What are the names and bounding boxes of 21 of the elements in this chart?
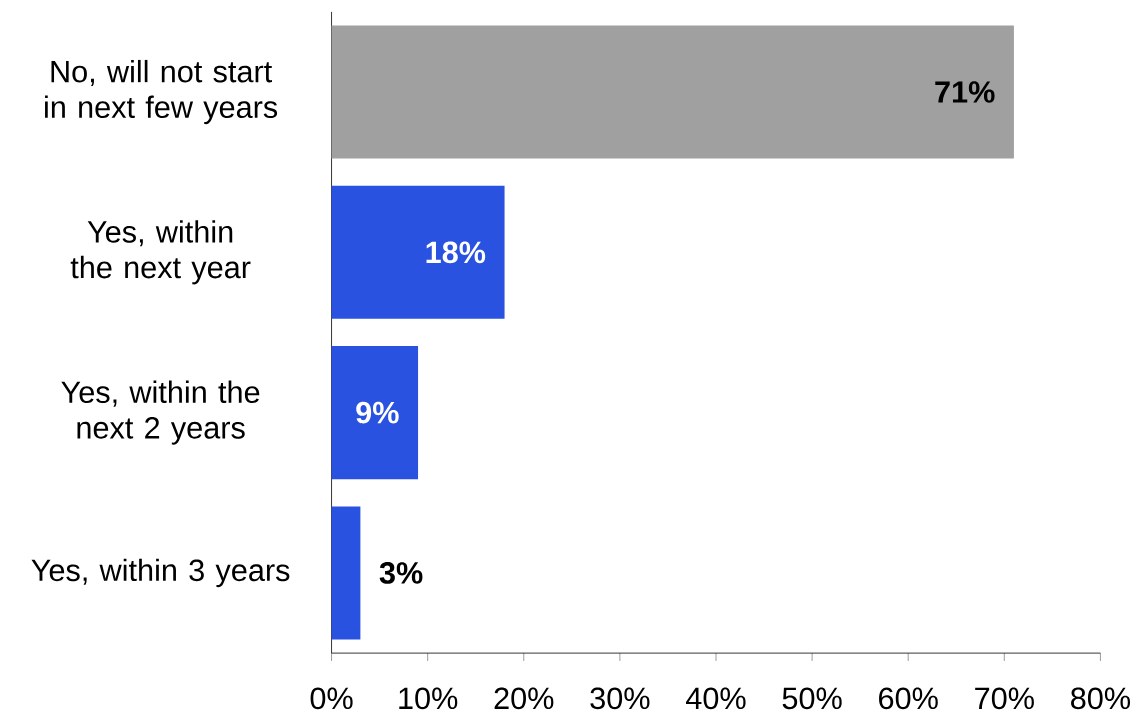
data-label: 71% — [935, 81, 995, 103]
y-tick-label: Yes, within 3 years — [31, 558, 290, 588]
x-tick-label: 0% — [310, 687, 353, 709]
data-label: 18% — [426, 241, 486, 263]
bar — [331, 25, 1014, 159]
x-tick-label: 60% — [879, 687, 938, 709]
y-tick-label: No, will not start in next few years — [45, 59, 278, 124]
y-tick-label: Yes, within the next 2 years — [61, 380, 260, 445]
x-tick-label: 40% — [686, 687, 746, 709]
bar — [331, 345, 419, 479]
data-label: 3% — [379, 561, 423, 584]
data-label: 9% — [356, 401, 399, 424]
x-tick-label: 20% — [494, 687, 554, 709]
x-tick-label: 30% — [590, 687, 650, 709]
x-tick-label: 70% — [975, 687, 1034, 709]
x-tick-label: 80% — [1071, 687, 1130, 709]
bar — [331, 506, 361, 640]
x-tick-label: 10% — [399, 687, 458, 709]
x-tick-label: 50% — [782, 687, 842, 709]
y-tick-label: Yes, within the next year — [70, 220, 251, 285]
bar — [331, 185, 505, 319]
